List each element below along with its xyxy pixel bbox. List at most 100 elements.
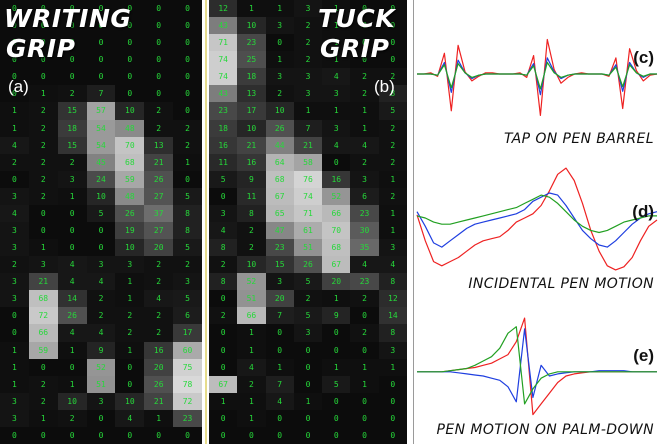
plot-e-label: (e) bbox=[633, 346, 654, 365]
heatmap-cell-writing: 2 bbox=[28, 102, 58, 120]
heatmap-cell-writing: 20 bbox=[144, 358, 174, 376]
heatmap-cell-writing: 2 bbox=[173, 256, 202, 274]
heatmap-cell-writing: 0 bbox=[28, 17, 58, 35]
heatmap-cell-writing: 0 bbox=[115, 51, 145, 69]
heatmap-cell-tuck: 74 bbox=[293, 187, 323, 205]
heatmap-cell-tuck: 7 bbox=[265, 307, 294, 325]
heatmap-cell-tuck: 5 bbox=[209, 170, 238, 188]
heatmap-cell-writing: 0 bbox=[115, 358, 145, 376]
heatmap-cell-tuck: 0 bbox=[209, 324, 238, 342]
heatmap-cell-tuck: 1 bbox=[322, 358, 351, 376]
heatmap-cell-tuck: 35 bbox=[350, 239, 379, 257]
plot-e-chart bbox=[417, 317, 657, 416]
heatmap-cell-writing: 21 bbox=[28, 273, 58, 291]
heatmap-cell-tuck: 4 bbox=[209, 222, 238, 240]
heatmap-cell-writing: 0 bbox=[0, 85, 29, 103]
heatmap-cell-tuck: 1 bbox=[265, 358, 294, 376]
heatmap-cell-writing: 3 bbox=[0, 222, 29, 240]
heatmap-cell-writing: 2 bbox=[0, 256, 29, 274]
heatmap-cell-writing: 10 bbox=[115, 102, 145, 120]
series-line-2 bbox=[416, 194, 657, 234]
heatmap-cell-tuck: 51 bbox=[237, 290, 266, 308]
heatmap-cell-tuck: 1 bbox=[378, 358, 407, 376]
heatmap-cell-writing: 3 bbox=[0, 273, 29, 291]
heatmap-cell-writing: 27 bbox=[144, 187, 174, 205]
heatmap-cell-tuck: 3 bbox=[378, 239, 407, 257]
heatmap-cell-writing: 0 bbox=[28, 68, 58, 86]
heatmap-cell-tuck: 1 bbox=[209, 392, 238, 410]
heatmap-cell-tuck: 0 bbox=[378, 426, 407, 444]
heatmap-cell-writing: 14 bbox=[57, 290, 87, 308]
heatmap-cell-tuck: 0 bbox=[350, 426, 379, 444]
heatmap-cell-writing: 0 bbox=[28, 222, 58, 240]
heatmap-cell-tuck: 0 bbox=[322, 392, 351, 410]
heatmap-cell-tuck: 26 bbox=[293, 256, 323, 274]
heatmap-cell-tuck: 23 bbox=[350, 204, 379, 222]
heatmap-cell-writing: 2 bbox=[28, 170, 58, 188]
heatmap-cell-tuck: 23 bbox=[350, 273, 379, 291]
heatmap-cell-writing: 3 bbox=[28, 256, 58, 274]
heatmap-cell-writing: 4 bbox=[86, 273, 116, 291]
heatmap-cell-tuck: 1 bbox=[350, 358, 379, 376]
heatmap-cell-writing: 1 bbox=[57, 187, 87, 205]
panel-divider-line bbox=[205, 0, 207, 444]
heatmap-cell-writing: 2 bbox=[144, 324, 174, 342]
heatmap-cell-writing: 2 bbox=[173, 119, 202, 137]
heatmap-cell-writing: 4 bbox=[0, 136, 29, 154]
heatmap-cell-tuck: 0 bbox=[322, 426, 351, 444]
heatmap-cell-tuck: 47 bbox=[265, 222, 294, 240]
heatmap-cell-writing: 1 bbox=[0, 358, 29, 376]
heatmap-cell-tuck: 0 bbox=[293, 426, 323, 444]
heatmap-cell-writing: 27 bbox=[144, 222, 174, 240]
heatmap-cell-tuck: 3 bbox=[350, 170, 379, 188]
heatmap-cell-writing: 0 bbox=[173, 34, 202, 52]
heatmap-cell-writing: 0 bbox=[28, 358, 58, 376]
heatmap-cell-tuck: 23 bbox=[209, 102, 238, 120]
heatmap-cell-tuck: 0 bbox=[209, 187, 238, 205]
plot-d-caption: INCIDENTAL PEN MOTION bbox=[468, 276, 654, 292]
heatmap-cell-tuck: 3 bbox=[293, 85, 323, 103]
heatmap-cell-writing: 52 bbox=[86, 358, 116, 376]
heatmap-cell-writing: 0 bbox=[57, 426, 87, 444]
heatmap-cell-writing: 0 bbox=[115, 34, 145, 52]
heatmap-cell-writing: 2 bbox=[28, 375, 58, 393]
heatmap-cell-writing: 37 bbox=[144, 204, 174, 222]
heatmap-cell-tuck: 3 bbox=[209, 204, 238, 222]
heatmap-cell-tuck: 0 bbox=[350, 307, 379, 325]
heatmap-cell-writing: 2 bbox=[144, 119, 174, 137]
heatmap-cell-tuck: 10 bbox=[237, 256, 266, 274]
heatmap-cell-writing: 1 bbox=[0, 375, 29, 393]
heatmap-cell-tuck: 44 bbox=[265, 136, 294, 154]
heatmap-cell-tuck: 2 bbox=[293, 34, 323, 52]
heatmap-cell-tuck: 1 bbox=[322, 102, 351, 120]
heatmap-cell-tuck: 8 bbox=[237, 204, 266, 222]
heatmap-cell-writing: 0 bbox=[115, 68, 145, 86]
heatmap-cell-writing: 1 bbox=[115, 290, 145, 308]
heatmap-cell-tuck: 2 bbox=[378, 187, 407, 205]
heatmap-cell-tuck: 3 bbox=[265, 273, 294, 291]
heatmap-cell-tuck: 61 bbox=[293, 222, 323, 240]
heatmap-cell-writing: 0 bbox=[115, 0, 145, 18]
heatmap-cell-tuck: 5 bbox=[293, 307, 323, 325]
heatmap-cell-writing: 0 bbox=[57, 222, 87, 240]
heatmap-cell-writing: 0 bbox=[0, 324, 29, 342]
heatmap-cell-writing: 0 bbox=[86, 34, 116, 52]
heatmap-cell-writing: 45 bbox=[86, 153, 116, 171]
heatmap-cell-writing: 60 bbox=[173, 341, 202, 359]
heatmap-cell-writing: 0 bbox=[173, 102, 202, 120]
heatmap-cell-writing: 3 bbox=[0, 239, 29, 257]
heatmap-cell-writing: 0 bbox=[57, 204, 87, 222]
heatmap-cell-tuck: 1 bbox=[237, 0, 266, 18]
heatmap-cell-tuck: 70 bbox=[322, 222, 351, 240]
heatmap-cell-tuck: 18 bbox=[237, 68, 266, 86]
heatmap-cell-writing: 0 bbox=[144, 85, 174, 103]
heatmap-cell-tuck: 1 bbox=[265, 51, 294, 69]
heatmap-cell-tuck: 3 bbox=[378, 341, 407, 359]
series-line-2 bbox=[417, 326, 657, 405]
heatmap-cell-writing: 0 bbox=[173, 68, 202, 86]
heatmap-cell-writing: 2 bbox=[57, 85, 87, 103]
heatmap-cell-tuck: 0 bbox=[265, 409, 294, 427]
heatmap-cell-writing: 0 bbox=[57, 0, 87, 18]
heatmap-cell-tuck: 0 bbox=[322, 341, 351, 359]
heatmap-cell-tuck: 2 bbox=[378, 119, 407, 137]
